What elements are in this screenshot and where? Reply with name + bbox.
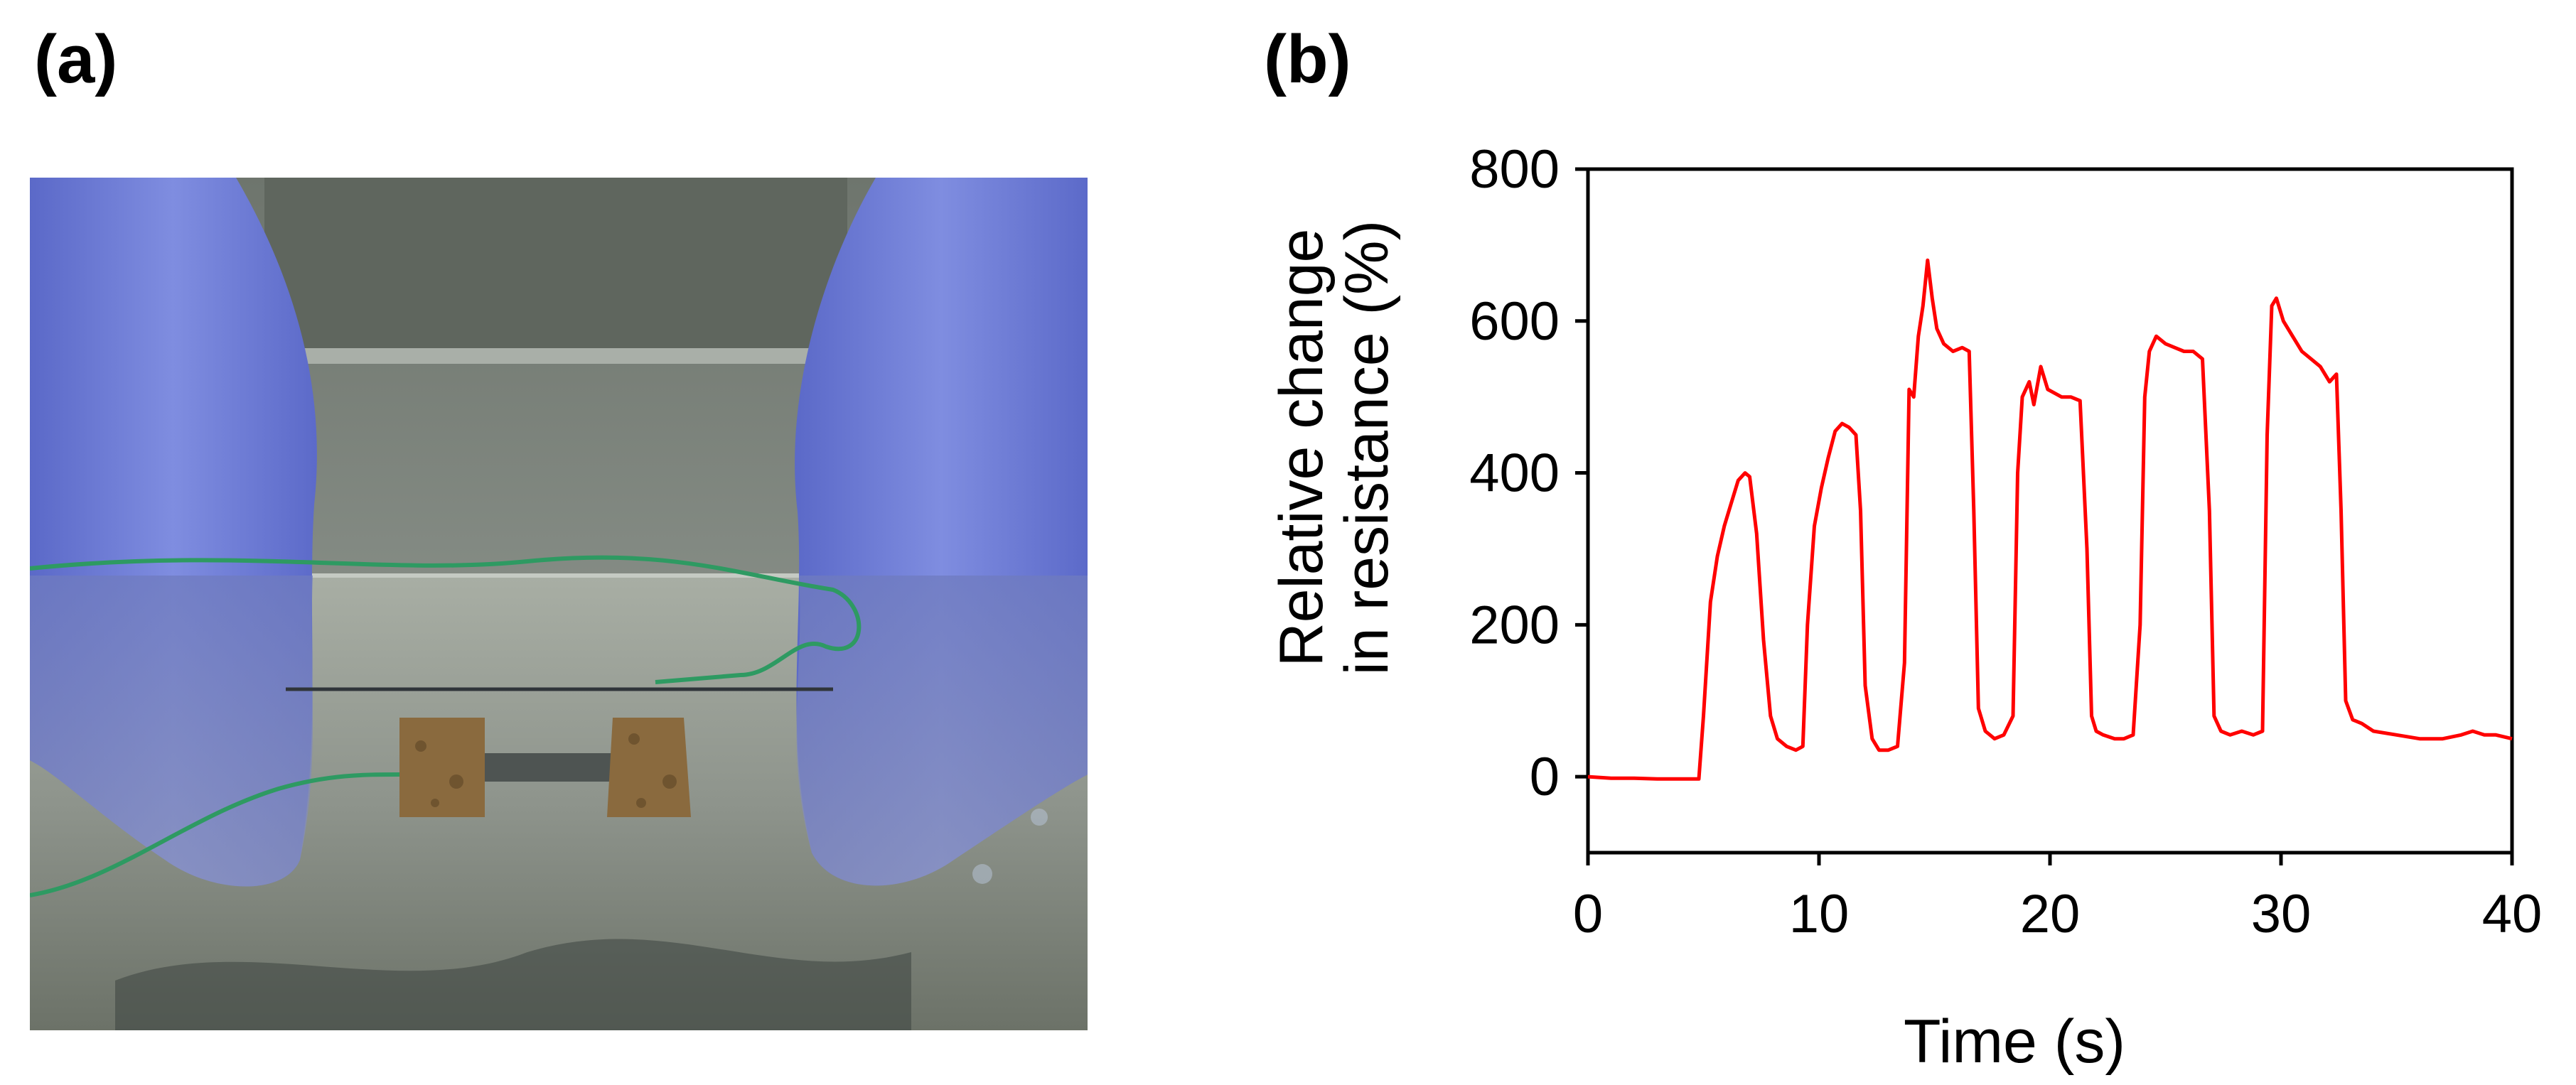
y-axis-title-line-1: Relative change [1267, 229, 1336, 667]
panel-label-b: (b) [1264, 21, 1351, 97]
panel-label-a: (a) [34, 21, 118, 97]
y-tick-label-600: 600 [1469, 291, 1560, 352]
y-tick-labels: 0 200 400 600 800 [1469, 139, 1560, 807]
series-line-0 [1587, 258, 2513, 781]
y-tick-label-200: 200 [1469, 595, 1560, 655]
y-tick-label-0: 0 [1530, 747, 1560, 807]
right-electrode [607, 718, 691, 817]
y-tick-label-800: 800 [1469, 139, 1560, 200]
electrode-texture [415, 733, 677, 808]
x-tick-label-20: 20 [2020, 884, 2081, 944]
resistance-chart: 0 200 400 600 800 0 10 20 30 40 Time (s) Relativ… [1267, 139, 2542, 1076]
x-tick-labels: 0 10 20 30 40 [1573, 884, 2542, 944]
y-axis-title-line-2: in resistance (%) [1333, 220, 1401, 675]
tank-back-panel [264, 178, 847, 355]
sediment [115, 939, 911, 1030]
x-axis-title: Time (s) [1904, 1008, 2125, 1076]
x-tick-label-40: 40 [2482, 884, 2543, 944]
left-electrode [399, 718, 485, 817]
y-tick-label-400: 400 [1469, 443, 1560, 504]
sensor-photo [30, 178, 1088, 1030]
x-tick-label-0: 0 [1573, 884, 1603, 944]
left-glove-wet [30, 576, 313, 887]
tank-rim [264, 348, 847, 364]
right-glove-wet [796, 576, 1088, 886]
x-tick-label-30: 30 [2251, 884, 2312, 944]
plot-frame [1586, 167, 2514, 855]
plot-area [1575, 167, 2514, 865]
x-tick-label-10: 10 [1789, 884, 1850, 944]
green-wires [30, 555, 862, 897]
